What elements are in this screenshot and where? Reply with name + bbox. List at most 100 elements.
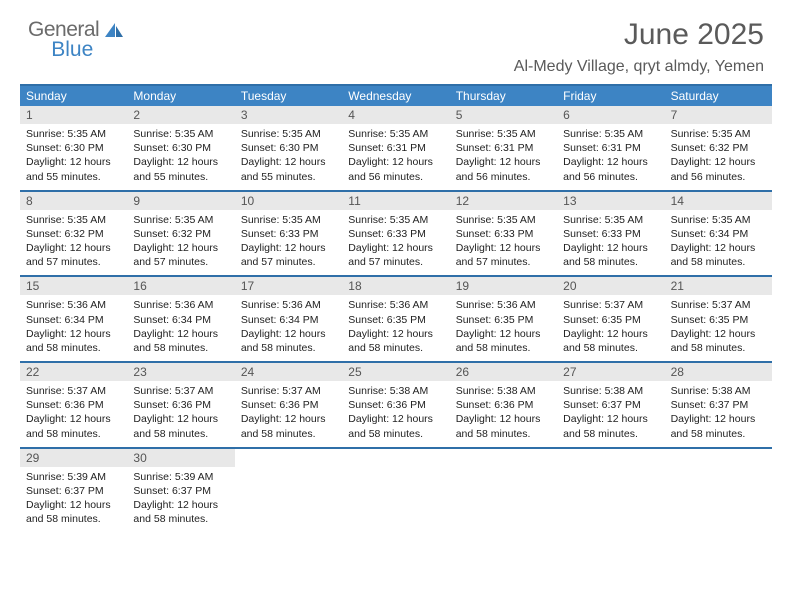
sunrise-line: Sunrise: 5:35 AM — [348, 213, 443, 227]
day-cell: 15Sunrise: 5:36 AMSunset: 6:34 PMDayligh… — [20, 277, 127, 361]
day-cell: 13Sunrise: 5:35 AMSunset: 6:33 PMDayligh… — [557, 192, 664, 276]
day-cell: 20Sunrise: 5:37 AMSunset: 6:35 PMDayligh… — [557, 277, 664, 361]
day-number: 4 — [342, 106, 449, 124]
sunset-line: Sunset: 6:34 PM — [133, 313, 228, 327]
daylight-line: Daylight: 12 hours and 58 minutes. — [671, 412, 766, 440]
day-number: 9 — [127, 192, 234, 210]
day-cell: 9Sunrise: 5:35 AMSunset: 6:32 PMDaylight… — [127, 192, 234, 276]
day-number: 26 — [450, 363, 557, 381]
sunset-line: Sunset: 6:36 PM — [456, 398, 551, 412]
day-number: 30 — [127, 449, 234, 467]
calendar-week: 22Sunrise: 5:37 AMSunset: 6:36 PMDayligh… — [20, 363, 772, 449]
sunset-line: Sunset: 6:35 PM — [563, 313, 658, 327]
weekday-cell: Sunday — [20, 86, 127, 106]
day-number: 6 — [557, 106, 664, 124]
day-cell: 22Sunrise: 5:37 AMSunset: 6:36 PMDayligh… — [20, 363, 127, 447]
sunrise-line: Sunrise: 5:35 AM — [671, 127, 766, 141]
daylight-line: Daylight: 12 hours and 58 minutes. — [26, 498, 121, 526]
sunrise-line: Sunrise: 5:35 AM — [241, 213, 336, 227]
day-details: Sunrise: 5:36 AMSunset: 6:34 PMDaylight:… — [20, 295, 127, 361]
calendar-week: 29 Sunrise: 5:39 AM Sunset: 6:37 PMDayligh… — [20, 449, 772, 533]
day-number: 29 — [20, 449, 127, 467]
day-details: Sunrise: 5:35 AMSunset: 6:31 PMDaylight:… — [557, 124, 664, 190]
day-number: 8 — [20, 192, 127, 210]
sunrise-line: Sunrise: 5:36 AM — [26, 298, 121, 312]
empty-cell — [665, 449, 772, 533]
sunrise-line: Sunrise: 5:38 AM — [671, 384, 766, 398]
day-details: Sunrise: 5:35 AMSunset: 6:32 PMDaylight:… — [665, 124, 772, 190]
day-cell: 14Sunrise: 5:35 AMSunset: 6:34 PMDayligh… — [665, 192, 772, 276]
day-number: 17 — [235, 277, 342, 295]
weekday-row: SundayMondayTuesdayWednesdayThursdayFrid… — [20, 86, 772, 106]
sunset-line: Sunset: 6:36 PM — [241, 398, 336, 412]
sunset-line: Sunset: 6:35 PM — [348, 313, 443, 327]
day-cell: 16Sunrise: 5:36 AMSunset: 6:34 PMDayligh… — [127, 277, 234, 361]
day-number: 22 — [20, 363, 127, 381]
day-cell: 8Sunrise: 5:35 AMSunset: 6:32 PMDaylight… — [20, 192, 127, 276]
sunrise-line: Sunrise: 5:35 AM — [456, 213, 551, 227]
daylight-line: Daylight: 12 hours and 57 minutes. — [241, 241, 336, 269]
day-number: 21 — [665, 277, 772, 295]
day-cell: 10Sunrise: 5:35 AMSunset: 6:33 PMDayligh… — [235, 192, 342, 276]
sunrise-line: Sunrise: 5:38 AM — [563, 384, 658, 398]
day-cell: 5Sunrise: 5:35 AMSunset: 6:31 PMDaylight… — [450, 106, 557, 190]
day-number: 11 — [342, 192, 449, 210]
weekday-cell: Saturday — [665, 86, 772, 106]
sunrise-line: Sunrise: 5:35 AM — [26, 127, 121, 141]
sunset-line: Sunset: 6:30 PM — [241, 141, 336, 155]
sunset-line: Sunset: 6:30 PM — [133, 141, 228, 155]
day-number: 28 — [665, 363, 772, 381]
day-cell: 3Sunrise: 5:35 AMSunset: 6:30 PMDaylight… — [235, 106, 342, 190]
day-number: 1 — [20, 106, 127, 124]
daylight-line: Daylight: 12 hours and 58 minutes. — [671, 241, 766, 269]
sunrise-line: Sunrise: 5:35 AM — [133, 213, 228, 227]
sunset-line: Sunset: 6:32 PM — [133, 227, 228, 241]
sunset-line: Sunset: 6:36 PM — [348, 398, 443, 412]
sunrise-line: Sunrise: 5:35 AM — [563, 213, 658, 227]
empty-cell — [235, 449, 342, 533]
empty-cell — [557, 449, 664, 533]
sunset-line: Sunset: 6:33 PM — [456, 227, 551, 241]
daylight-line: Daylight: 12 hours and 58 minutes. — [563, 327, 658, 355]
day-details: Sunrise: 5:36 AMSunset: 6:34 PMDaylight:… — [127, 295, 234, 361]
daylight-line: Daylight: 12 hours and 58 minutes. — [241, 412, 336, 440]
sunset-line: Sunset: 6:34 PM — [241, 313, 336, 327]
sunrise-line: Sunrise: 5:35 AM — [563, 127, 658, 141]
day-cell: 1Sunrise: 5:35 AMSunset: 6:30 PMDaylight… — [20, 106, 127, 190]
day-details: Sunrise: 5:35 AMSunset: 6:30 PMDaylight:… — [20, 124, 127, 190]
day-number: 13 — [557, 192, 664, 210]
day-number: 27 — [557, 363, 664, 381]
daylight-line: Daylight: 12 hours and 58 minutes. — [26, 412, 121, 440]
day-details: Sunrise: 5:35 AMSunset: 6:34 PMDaylight:… — [665, 210, 772, 276]
sunset-line: Sunset: 6:32 PM — [671, 141, 766, 155]
calendar: SundayMondayTuesdayWednesdayThursdayFrid… — [20, 84, 772, 532]
day-number: 3 — [235, 106, 342, 124]
day-cell: 24Sunrise: 5:37 AMSunset: 6:36 PMDayligh… — [235, 363, 342, 447]
day-number: 5 — [450, 106, 557, 124]
daylight-line: Daylight: 12 hours and 58 minutes. — [26, 327, 121, 355]
daylight-line: Daylight: 12 hours and 58 minutes. — [456, 327, 551, 355]
daylight-line: Daylight: 12 hours and 57 minutes. — [348, 241, 443, 269]
daylight-line: Daylight: 12 hours and 56 minutes. — [456, 155, 551, 183]
sunrise-line: Sunrise: 5:39 AM — [133, 470, 228, 484]
day-details: Sunrise: 5:36 AMSunset: 6:35 PMDaylight:… — [342, 295, 449, 361]
day-details: Sunrise: 5:35 AMSunset: 6:31 PMDaylight:… — [342, 124, 449, 190]
sunrise-line: Sunrise: 5:36 AM — [241, 298, 336, 312]
day-number: 7 — [665, 106, 772, 124]
day-cell: 7Sunrise: 5:35 AMSunset: 6:32 PMDaylight… — [665, 106, 772, 190]
sunrise-line: Sunrise: 5:37 AM — [671, 298, 766, 312]
day-number: 2 — [127, 106, 234, 124]
day-details: Sunrise: 5:37 AMSunset: 6:36 PMDaylight:… — [127, 381, 234, 447]
day-cell: 30Sunrise: 5:39 AMSunset: 6:37 PMDayligh… — [127, 449, 234, 533]
day-details: Sunrise: 5:36 AMSunset: 6:34 PMDaylight:… — [235, 295, 342, 361]
sunset-line: Sunset: 6:36 PM — [26, 398, 121, 412]
daylight-line: Daylight: 12 hours and 56 minutes. — [348, 155, 443, 183]
sunset-line: Sunset: 6:37 PM — [26, 484, 121, 498]
sunrise-line: Sunrise: 5:35 AM — [241, 127, 336, 141]
daylight-line: Daylight: 12 hours and 57 minutes. — [456, 241, 551, 269]
day-cell: 12Sunrise: 5:35 AMSunset: 6:33 PMDayligh… — [450, 192, 557, 276]
sunset-line: Sunset: 6:30 PM — [26, 141, 121, 155]
day-number: 24 — [235, 363, 342, 381]
day-cell: 21Sunrise: 5:37 AMSunset: 6:35 PMDayligh… — [665, 277, 772, 361]
sunset-line: Sunset: 6:37 PM — [671, 398, 766, 412]
